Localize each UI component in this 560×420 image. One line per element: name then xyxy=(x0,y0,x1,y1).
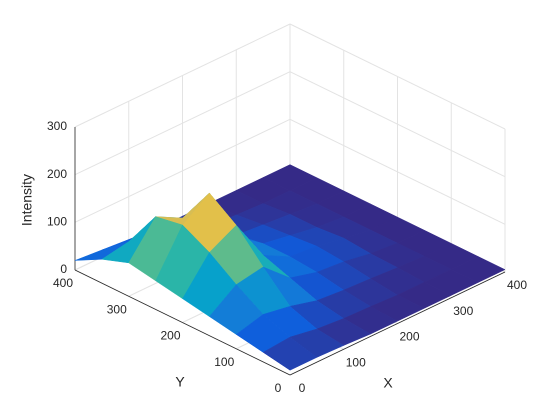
grid-line xyxy=(289,71,506,178)
grid-line xyxy=(74,23,291,128)
y-tick-label: 100 xyxy=(214,355,234,369)
axis-line xyxy=(289,271,506,376)
z-tick-label: 100 xyxy=(47,215,67,229)
axis-line xyxy=(74,269,291,376)
z-axis-label: Intensity xyxy=(19,174,35,226)
x-tick-label: 300 xyxy=(453,304,473,318)
z-tick-label: 300 xyxy=(47,119,67,133)
grid-line xyxy=(289,118,506,225)
x-tick-label: 100 xyxy=(346,355,366,369)
surface-cell xyxy=(262,336,318,371)
x-tick-label: 0 xyxy=(299,381,306,395)
x-tick-label: 400 xyxy=(507,278,527,292)
y-axis-label: Y xyxy=(175,374,185,390)
grid-line xyxy=(74,71,291,176)
x-tick-label: 200 xyxy=(399,330,419,344)
z-tick-label: 200 xyxy=(47,167,67,181)
z-tick-label: 0 xyxy=(60,262,67,276)
x-axis-label: X xyxy=(383,375,393,391)
grid-line xyxy=(74,118,291,223)
y-tick-label: 300 xyxy=(107,302,127,316)
y-tick-label: 400 xyxy=(53,276,73,290)
y-tick-label: 200 xyxy=(160,329,180,343)
y-tick-label: 0 xyxy=(275,381,282,395)
grid-line xyxy=(289,23,506,130)
